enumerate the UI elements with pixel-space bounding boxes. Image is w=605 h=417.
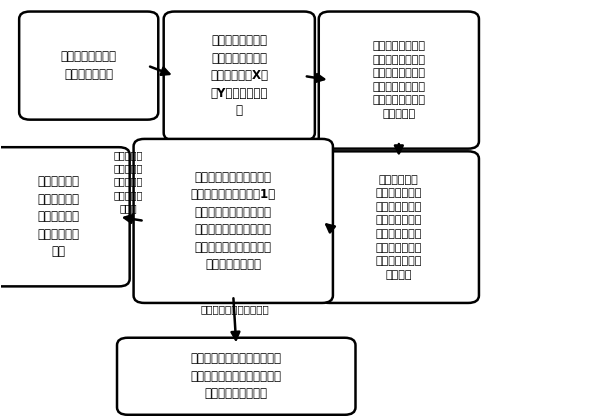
- Text: 得出火情发生
在直线上任何
一点但不能知
道是有多远的
结论: 得出火情发生 在直线上任何 一点但不能知 道是有多远的 结论: [38, 175, 80, 258]
- FancyBboxPatch shape: [134, 139, 333, 303]
- Text: 模拟直线在数字高程模型
中逐步增长，每步移动1个
像素，每增长一次，就执
行一次碰撞感测，查看直
线有否与数字高程模型中
的任何面产生碰撞: 模拟直线在数字高程模型 中逐步增长，每步移动1个 像素，每增长一次，就执 行一次…: [191, 171, 276, 271]
- FancyBboxPatch shape: [319, 151, 479, 303]
- FancyBboxPatch shape: [319, 12, 479, 148]
- Text: 直线和模型的面发生碰撞: 直线和模型的面发生碰撞: [200, 304, 269, 314]
- Text: 直线没有在
红外线热成
像仪最远有
效范围内发
生碰撞: 直线没有在 红外线热成 像仪最远有 效范围内发 生碰撞: [113, 150, 143, 213]
- FancyBboxPatch shape: [117, 338, 356, 415]
- Text: 找出碰撞点在数字高程模型的
三维绝对座标位置，换算出地
球的经度纬度和高度: 找出碰撞点在数字高程模型的 三维绝对座标位置，换算出地 球的经度纬度和高度: [191, 352, 282, 400]
- FancyBboxPatch shape: [19, 12, 159, 120]
- Text: 火源识别模块在红
外线热图中找出火
源在图片中的X轴
和Y轴平面座标位
置: 火源识别模块在红 外线热图中找出火 源在图片中的X轴 和Y轴平面座标位 置: [211, 35, 268, 118]
- Text: 火源定位模块
利用红外线热图
的平面座标数据
在全球数字高程
模型中从摄像仪
所在位置模拟投
射出一条指向火
源的直线: 火源定位模块 利用红外线热图 的平面座标数据 在全球数字高程 模型中从摄像仪 所…: [376, 175, 422, 280]
- Text: 火源识别模块把火
情警报、红外线热
图和火源在图中的
平面座标位置和云
台指向角传送到火
源定位模块: 火源识别模块把火 情警报、红外线热 图和火源在图中的 平面座标位置和云 台指向角…: [372, 41, 425, 119]
- Text: 工业级电脑控制云
台扫描森林范围: 工业级电脑控制云 台扫描森林范围: [60, 50, 117, 81]
- FancyBboxPatch shape: [0, 147, 129, 286]
- FancyBboxPatch shape: [164, 12, 315, 141]
